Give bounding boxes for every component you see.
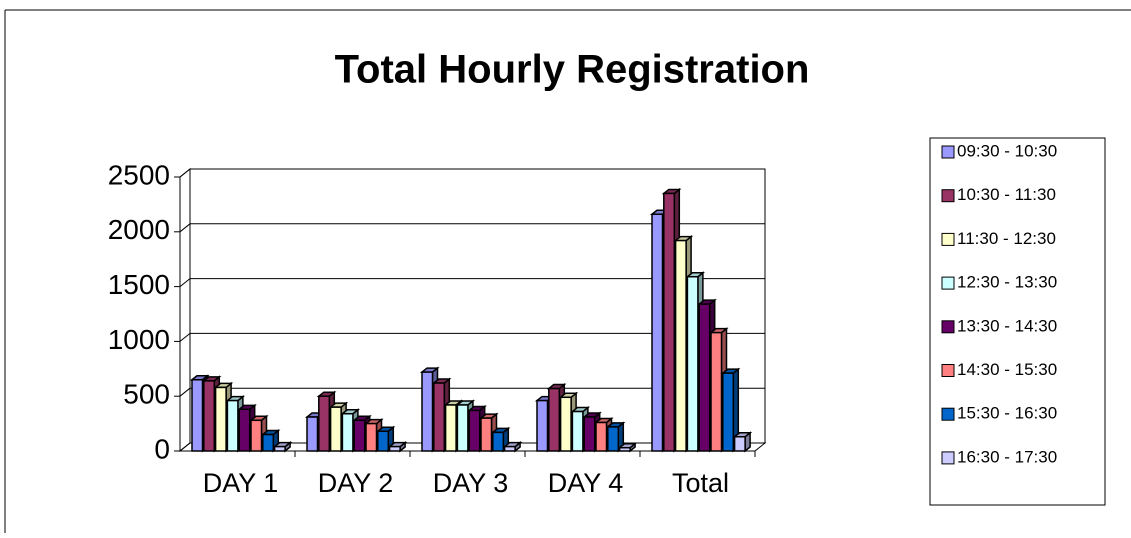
legend-swatch bbox=[941, 189, 955, 203]
legend-swatch bbox=[941, 232, 955, 246]
bar bbox=[456, 404, 469, 452]
legend-label: 13:30 - 14:30 bbox=[957, 316, 1057, 335]
legend-swatch bbox=[941, 451, 955, 465]
bar bbox=[388, 445, 401, 452]
bar bbox=[698, 303, 711, 452]
grid-line-side bbox=[179, 387, 191, 397]
chart-title: Total Hourly Registration bbox=[335, 48, 810, 92]
grid-line-side bbox=[179, 278, 191, 287]
y-tick-label: 1000 bbox=[108, 324, 170, 355]
y-tick-label: 2000 bbox=[108, 214, 170, 245]
y-tick-label: 500 bbox=[123, 379, 170, 410]
side-wall bbox=[179, 167, 191, 453]
y-tick-label: 2500 bbox=[108, 159, 170, 190]
bar bbox=[468, 409, 481, 452]
legend-label: 10:30 - 11:30 bbox=[957, 185, 1056, 204]
legend-swatch bbox=[941, 276, 955, 290]
legend-swatch bbox=[941, 407, 955, 421]
bar bbox=[733, 436, 746, 452]
legend-swatch bbox=[941, 145, 955, 159]
legend-label: 09:30 - 10:30 bbox=[957, 141, 1057, 160]
bar bbox=[353, 419, 366, 452]
bar bbox=[421, 371, 434, 452]
grid-line-side bbox=[179, 223, 191, 233]
bar bbox=[306, 416, 319, 452]
bar bbox=[250, 419, 263, 452]
grid-line-side bbox=[179, 168, 191, 178]
bar bbox=[663, 192, 676, 452]
bar bbox=[536, 399, 549, 452]
x-tick-label: Total bbox=[672, 468, 729, 498]
bar bbox=[674, 239, 687, 452]
bar bbox=[503, 445, 516, 452]
legend-swatch bbox=[941, 364, 955, 377]
bar bbox=[571, 410, 584, 452]
bar bbox=[651, 213, 664, 452]
bar bbox=[686, 275, 699, 452]
x-tick-label: DAY 3 bbox=[433, 468, 509, 498]
bar bbox=[238, 408, 251, 452]
bar bbox=[607, 426, 620, 452]
bar bbox=[341, 412, 354, 452]
bar bbox=[595, 421, 608, 452]
legend-label: 15:30 - 16:30 bbox=[957, 404, 1057, 423]
x-tick-label: DAY 4 bbox=[548, 468, 624, 498]
bar bbox=[583, 416, 596, 452]
legend-label: 11:30 - 12:30 bbox=[957, 229, 1056, 248]
bar bbox=[318, 395, 331, 452]
bar bbox=[433, 382, 446, 452]
legend-swatch bbox=[941, 320, 955, 334]
bar bbox=[226, 399, 239, 452]
bar bbox=[273, 445, 286, 452]
bar bbox=[377, 430, 390, 452]
x-tick-label: DAY 1 bbox=[203, 468, 279, 498]
bar bbox=[548, 387, 561, 452]
bar bbox=[329, 406, 342, 452]
bar bbox=[722, 372, 735, 452]
legend-label: 14:30 - 15:30 bbox=[957, 360, 1057, 379]
y-tick-label: 1500 bbox=[108, 269, 170, 300]
bar bbox=[444, 404, 457, 452]
legend-label: 16:30 - 17:30 bbox=[957, 447, 1057, 466]
bar bbox=[203, 380, 216, 452]
legend bbox=[929, 137, 1106, 506]
bar bbox=[559, 396, 572, 452]
bar bbox=[365, 422, 378, 452]
y-tick-label: 0 bbox=[154, 433, 170, 464]
bar bbox=[492, 431, 505, 452]
bar bbox=[262, 433, 275, 452]
bar bbox=[191, 379, 204, 452]
grid-line-side bbox=[179, 333, 191, 342]
bar bbox=[710, 331, 723, 452]
legend-label: 12:30 - 13:30 bbox=[957, 273, 1057, 292]
x-tick-label: DAY 2 bbox=[318, 468, 394, 498]
bar bbox=[214, 386, 227, 452]
bar bbox=[480, 417, 493, 452]
grid-line-side bbox=[179, 442, 191, 452]
